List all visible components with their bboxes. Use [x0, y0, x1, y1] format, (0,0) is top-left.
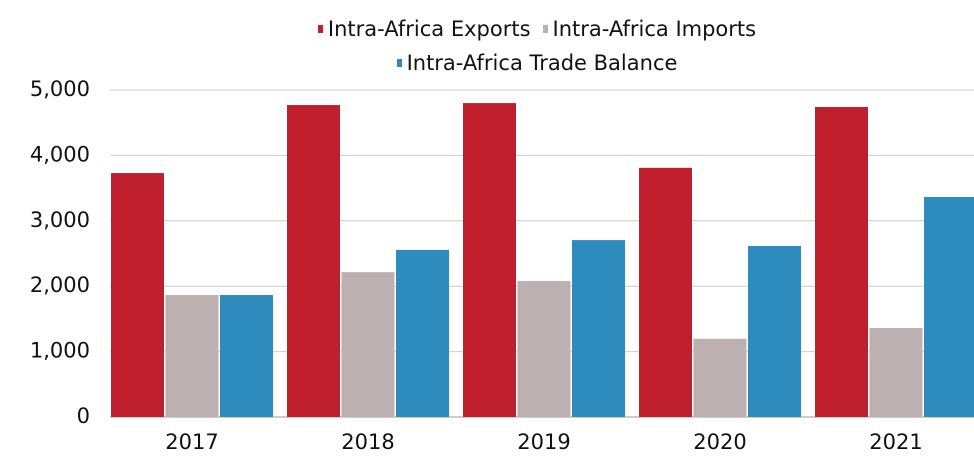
x-tick-label: 2019 — [517, 430, 570, 454]
bar — [639, 167, 692, 417]
x-tick-label: 2021 — [869, 430, 922, 454]
bar — [396, 249, 449, 417]
bar — [111, 173, 164, 417]
legend-item: Intra-Africa Exports — [317, 12, 531, 46]
y-tick-label: 1,000 — [30, 339, 90, 363]
bar — [572, 240, 625, 417]
legend-label: Intra-Africa Imports — [552, 17, 757, 41]
legend-swatch — [317, 25, 323, 33]
legend-swatch — [542, 25, 548, 33]
y-tick-label: 4,000 — [30, 142, 90, 166]
legend-item: Intra-Africa Imports — [542, 12, 757, 46]
x-tick-label: 2018 — [341, 430, 394, 454]
bar — [220, 295, 273, 417]
bar — [287, 105, 340, 418]
y-tick-label: 5,000 — [30, 77, 90, 101]
bar — [869, 328, 923, 417]
legend-swatch — [396, 59, 402, 67]
legend-label: Intra-Africa Trade Balance — [406, 51, 678, 75]
legend: Intra-Africa Exports Intra-Africa Imports… — [237, 12, 837, 80]
legend-item: Intra-Africa Trade Balance — [396, 46, 678, 80]
bar — [517, 280, 571, 417]
x-tick-label: 2017 — [165, 430, 218, 454]
bar — [693, 338, 747, 417]
bar — [924, 196, 974, 417]
bar — [815, 107, 868, 417]
bar — [463, 103, 516, 417]
bar — [341, 272, 395, 417]
x-tick-label: 2020 — [693, 430, 746, 454]
y-tick-label: 3,000 — [30, 208, 90, 232]
legend-label: Intra-Africa Exports — [327, 17, 531, 41]
y-tick-label: 0 — [77, 404, 90, 428]
bar — [748, 245, 801, 417]
bar — [165, 295, 219, 417]
y-tick-label: 2,000 — [30, 273, 90, 297]
